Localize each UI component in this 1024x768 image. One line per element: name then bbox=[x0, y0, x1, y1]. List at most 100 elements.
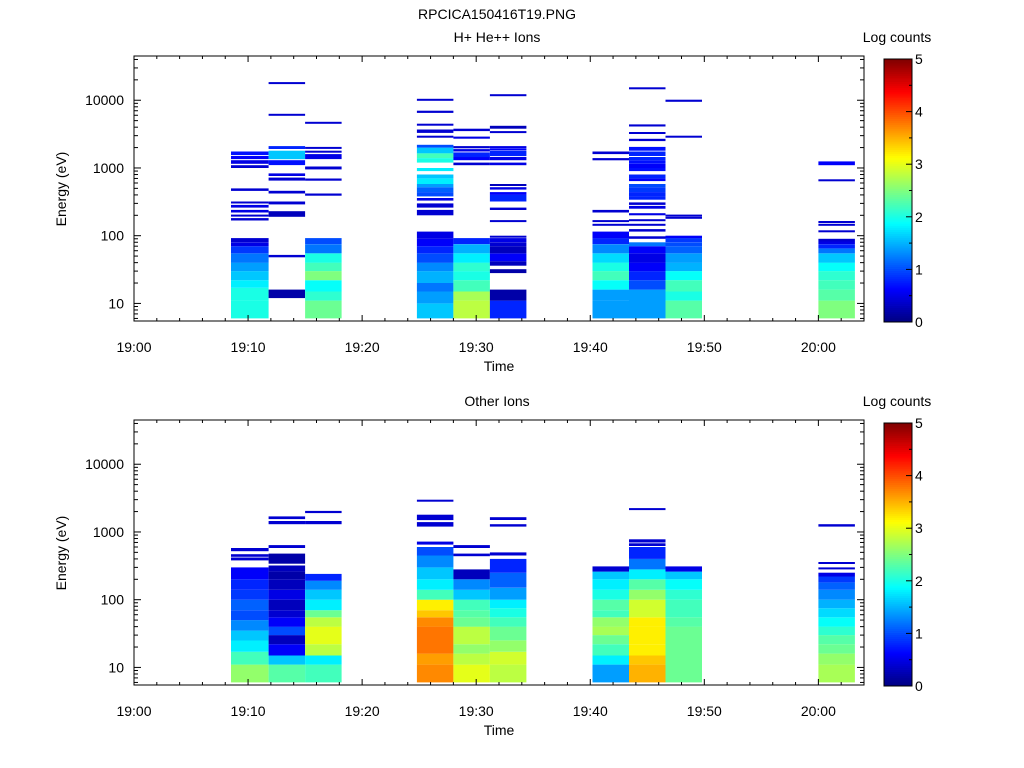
heatmap-cell bbox=[416, 238, 454, 247]
heatmap-cell bbox=[489, 261, 527, 266]
heatmap-cell bbox=[629, 262, 666, 272]
heatmap-cell bbox=[592, 220, 629, 223]
colorbar-swatch bbox=[884, 81, 912, 85]
heatmap-cell bbox=[629, 219, 666, 222]
x-tick-label: 19:10 bbox=[231, 703, 266, 719]
heatmap-cell bbox=[453, 253, 490, 263]
colorbar-swatch bbox=[884, 73, 912, 76]
colorbar-swatch bbox=[884, 303, 912, 306]
heatmap-cell bbox=[629, 168, 666, 172]
heatmap-cell bbox=[629, 202, 666, 205]
heatmap-cell bbox=[629, 146, 666, 151]
colorbar-swatch bbox=[884, 91, 912, 95]
colorbar-swatch bbox=[884, 642, 912, 646]
colorbar-tick-label: 1 bbox=[915, 625, 923, 641]
heatmap-cell bbox=[489, 572, 527, 588]
heatmap-cell bbox=[818, 524, 855, 527]
heatmap-cell bbox=[231, 160, 269, 164]
heatmap-cell bbox=[305, 626, 342, 645]
heatmap-cell bbox=[818, 644, 855, 654]
heatmap-cell bbox=[592, 664, 629, 683]
colorbar-swatch bbox=[884, 609, 912, 613]
colorbar-swatch bbox=[884, 190, 912, 193]
heatmap-cell bbox=[231, 246, 269, 254]
colorbar-swatch bbox=[884, 433, 912, 436]
y-tick-label: 100 bbox=[101, 228, 125, 244]
heatmap-cell bbox=[629, 253, 666, 263]
colorbar-swatch bbox=[884, 188, 912, 191]
colorbar-swatch bbox=[884, 564, 912, 568]
colorbar-swatch bbox=[884, 513, 912, 516]
heatmap-cell bbox=[818, 572, 855, 577]
heatmap-cell bbox=[592, 589, 629, 600]
heatmap-cell bbox=[305, 291, 342, 301]
colorbar-swatch bbox=[884, 550, 912, 553]
colorbar-swatch bbox=[884, 159, 912, 163]
colorbar-swatch bbox=[884, 445, 912, 449]
heatmap-cell bbox=[629, 543, 666, 546]
colorbar-swatch bbox=[884, 225, 912, 228]
heatmap-cell bbox=[231, 201, 269, 204]
heatmap-cell bbox=[305, 599, 342, 611]
heatmap-cell bbox=[453, 599, 490, 611]
heatmap-cell bbox=[268, 599, 306, 611]
heatmap-cell bbox=[453, 617, 490, 627]
heatmap-cell bbox=[453, 545, 490, 548]
heatmap-cell bbox=[268, 644, 306, 656]
heatmap-cell bbox=[453, 162, 490, 166]
colorbar-swatch bbox=[884, 252, 912, 255]
colorbar-swatch bbox=[884, 120, 912, 124]
colorbar-tick-label: 2 bbox=[915, 209, 923, 225]
heatmap-cell bbox=[629, 178, 666, 182]
heatmap-cell bbox=[416, 514, 454, 521]
heatmap-cell bbox=[231, 271, 269, 281]
heatmap-cell bbox=[629, 160, 666, 164]
colorbar-swatch bbox=[884, 427, 912, 430]
heatmap-cell bbox=[268, 571, 306, 580]
heatmap-cell bbox=[665, 617, 702, 627]
panel-bottom-xlabel: Time bbox=[484, 722, 515, 738]
colorbar-swatch bbox=[884, 441, 912, 444]
colorbar-swatch bbox=[884, 681, 912, 685]
colorbar-swatch bbox=[884, 447, 912, 451]
colorbar-swatch bbox=[884, 313, 912, 317]
heatmap-cell bbox=[489, 235, 527, 238]
colorbar-swatch bbox=[884, 651, 912, 654]
heatmap-cell bbox=[592, 280, 629, 290]
heatmap-cell bbox=[416, 98, 454, 101]
colorbar-swatch bbox=[884, 517, 912, 520]
y-tick-label: 1000 bbox=[93, 160, 124, 176]
colorbar-swatch bbox=[884, 457, 912, 461]
colorbar-swatch bbox=[884, 579, 912, 582]
colorbar-swatch bbox=[884, 239, 912, 243]
colorbar-swatch bbox=[884, 285, 912, 288]
colorbar-swatch bbox=[884, 75, 912, 78]
heatmap-cell bbox=[453, 569, 490, 580]
heatmap-cell bbox=[268, 545, 306, 548]
heatmap-cell bbox=[231, 280, 269, 288]
heatmap-cell bbox=[489, 184, 527, 186]
heatmap-cell bbox=[489, 148, 527, 151]
colorbar-swatch bbox=[884, 85, 912, 89]
heatmap-cell bbox=[305, 617, 342, 627]
heatmap-cell bbox=[416, 168, 454, 172]
colorbar-swatch bbox=[884, 291, 912, 294]
heatmap-cell bbox=[665, 571, 702, 580]
colorbar-swatch bbox=[884, 266, 912, 269]
colorbar-swatch bbox=[884, 200, 912, 204]
colorbar-swatch bbox=[884, 278, 912, 282]
colorbar-swatch bbox=[884, 437, 912, 440]
heatmap-cell bbox=[629, 184, 666, 188]
colorbar-swatch bbox=[884, 455, 912, 459]
colorbar-swatch bbox=[884, 542, 912, 545]
heatmap-cell bbox=[592, 655, 629, 665]
heatmap-cell bbox=[665, 242, 702, 247]
colorbar-swatch bbox=[884, 624, 912, 627]
heatmap-cell bbox=[231, 165, 269, 168]
colorbar-swatch bbox=[884, 89, 912, 93]
colorbar-swatch bbox=[884, 157, 912, 161]
colorbar-swatch bbox=[884, 194, 912, 198]
heatmap-cell bbox=[665, 135, 702, 138]
colorbar-swatch bbox=[884, 182, 912, 185]
